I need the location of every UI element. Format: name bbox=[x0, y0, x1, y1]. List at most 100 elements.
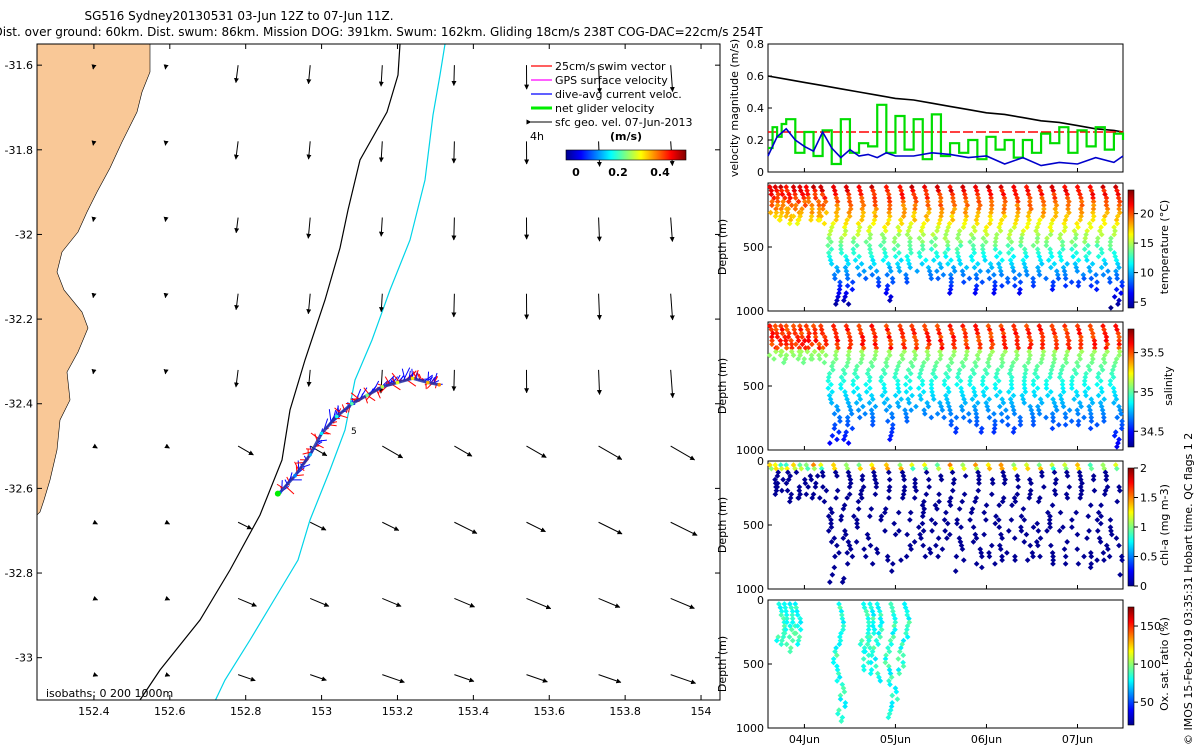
colorbar-tick-label: 1.5 bbox=[1140, 492, 1158, 505]
colorbar-tick-label: 10 bbox=[1140, 267, 1154, 280]
map-xtick-label: 153.2 bbox=[382, 705, 414, 718]
legend-scale-label: 4h bbox=[530, 130, 544, 143]
track-point bbox=[350, 402, 354, 406]
geostrophic-vector bbox=[454, 141, 455, 163]
panel-ytick-label: 1000 bbox=[736, 305, 764, 318]
panel-ytick-label: 0 bbox=[757, 166, 764, 179]
colorbar-tick-label: 1 bbox=[1140, 521, 1147, 534]
geostrophic-vector bbox=[165, 141, 166, 145]
geostrophic-vector bbox=[165, 370, 166, 374]
chart-subtitle: Dist. over ground: 60km. Dist. swum: 86k… bbox=[0, 25, 763, 39]
oxygen-panel: Depth (m) Ox. sat. ratio (%) bbox=[716, 600, 1171, 728]
track-point bbox=[437, 383, 441, 387]
panel-ytick-label: 1000 bbox=[736, 722, 764, 735]
track-point bbox=[320, 432, 324, 436]
colorbar-tick-label: 35 bbox=[1140, 386, 1154, 399]
map-ytick-label: -32.4 bbox=[5, 398, 33, 411]
panel-ytick-label: 0.2 bbox=[747, 134, 765, 147]
map-ytick-label: -32 bbox=[15, 228, 33, 241]
legend-item-net: net glider velocity bbox=[555, 102, 655, 115]
legend-item-swim: 25cm/s swim vector bbox=[555, 60, 666, 73]
temperature-colorbar bbox=[1128, 190, 1134, 308]
velocity-ylabel: velocity magnitude (m/s) bbox=[728, 39, 741, 177]
chart-title: SG516 Sydney20130531 03-Jun 12Z to 07-Ju… bbox=[84, 9, 393, 23]
map-xtick-label: 153.6 bbox=[534, 705, 566, 718]
time-xtick-label: 04Jun bbox=[789, 733, 820, 746]
time-xtick-label: 05Jun bbox=[880, 733, 911, 746]
track-point bbox=[293, 474, 297, 478]
map-xtick-label: 153.4 bbox=[458, 705, 490, 718]
colorbar-tick-label: 50 bbox=[1140, 696, 1154, 709]
panel-ytick-label: 0.8 bbox=[747, 38, 765, 51]
panel-ytick-label: 0.6 bbox=[747, 70, 765, 83]
panel-ytick-label: 0.4 bbox=[747, 102, 765, 115]
map-xtick-label: 153 bbox=[311, 705, 332, 718]
panel-ytick-label: 500 bbox=[743, 380, 764, 393]
panel-ytick-label: 0 bbox=[757, 594, 764, 607]
legend-colorbar-unit: (m/s) bbox=[610, 130, 642, 143]
track-start-marker bbox=[275, 491, 281, 497]
legend-colorbar-tick-02: 0.2 bbox=[608, 166, 628, 179]
map-xtick-label: 152.6 bbox=[154, 705, 186, 718]
track-annotation: 5 bbox=[351, 427, 357, 437]
track-point bbox=[411, 377, 415, 381]
panel-ytick-label: 500 bbox=[743, 241, 764, 254]
colorbar-tick-label: 0 bbox=[1140, 580, 1147, 593]
geostrophic-vector bbox=[165, 218, 166, 222]
chla-colorbar-label: chl-a (mg m-3) bbox=[1158, 484, 1171, 566]
map-xtick-label: 153.8 bbox=[609, 705, 641, 718]
legend-item-gps: GPS surface velocity bbox=[555, 74, 668, 87]
time-xtick-label: 07Jun bbox=[1062, 733, 1093, 746]
map-ytick-label: -31.8 bbox=[5, 144, 33, 157]
salinity-colorbar bbox=[1128, 329, 1134, 447]
chla-colorbar bbox=[1128, 468, 1134, 586]
map-xtick-label: 152.4 bbox=[78, 705, 110, 718]
geostrophic-vector bbox=[454, 65, 455, 85]
legend-colorbar-tick-04: 0.4 bbox=[650, 166, 670, 179]
chla-ylabel: Depth (m) bbox=[716, 497, 729, 553]
colorbar-tick-label: 34.5 bbox=[1140, 425, 1165, 438]
legend-colorbar-tick-0: 0 bbox=[572, 166, 580, 179]
salinity-ylabel: Depth (m) bbox=[716, 358, 729, 414]
colorbar-tick-label: 2 bbox=[1140, 462, 1147, 475]
track-point bbox=[335, 415, 339, 419]
map-ytick-label: -32.6 bbox=[5, 482, 33, 495]
oxygen-frame bbox=[768, 600, 1123, 728]
legend-item-dac: dive-avg current veloc. bbox=[555, 88, 682, 101]
track-point bbox=[365, 393, 369, 397]
legend-colorbar bbox=[566, 150, 686, 160]
panel-ytick-label: 500 bbox=[743, 658, 764, 671]
time-series-panels: velocity magnitude (m/s) Depth (m) tempe… bbox=[716, 38, 1175, 746]
track-point bbox=[308, 453, 312, 457]
geostrophic-vector bbox=[454, 370, 455, 391]
salinity-panel: Depth (m) salinity bbox=[716, 322, 1175, 450]
temperature-panel: Depth (m) temperature (°C) bbox=[716, 183, 1171, 311]
colorbar-tick-label: 100 bbox=[1140, 658, 1161, 671]
chla-frame bbox=[768, 461, 1123, 589]
temperature-ylabel: Depth (m) bbox=[716, 219, 729, 275]
chla-panel: Depth (m) chl-a (mg m-3) bbox=[716, 461, 1171, 589]
track-point bbox=[396, 381, 400, 385]
track-point bbox=[426, 381, 430, 385]
geostrophic-vector bbox=[454, 218, 455, 240]
geostrophic-vector bbox=[165, 65, 166, 69]
colorbar-tick-label: 0.5 bbox=[1140, 551, 1158, 564]
time-xtick-label: 06Jun bbox=[971, 733, 1002, 746]
geostrophic-vector bbox=[165, 294, 166, 298]
salinity-colorbar-label: salinity bbox=[1162, 366, 1175, 406]
oxygen-colorbar bbox=[1128, 607, 1134, 725]
track-point bbox=[380, 385, 384, 389]
isobath-label: isobaths: 0 200 1000m bbox=[46, 687, 173, 700]
oxygen-ylabel: Depth (m) bbox=[716, 636, 729, 692]
map-ytick-label: -32.8 bbox=[5, 567, 33, 580]
map-ytick-label: -33 bbox=[15, 652, 33, 665]
map-xtick-label: 154 bbox=[691, 705, 712, 718]
legend-item-sfc: sfc geo. vel. 07-Jun-2013 bbox=[555, 116, 692, 129]
colorbar-tick-label: 35.5 bbox=[1140, 347, 1165, 360]
footer-credit: © IMOS 15-Feb-2019 03:35:31 Hobart time.… bbox=[1182, 433, 1195, 745]
velocity-panel: velocity magnitude (m/s) bbox=[728, 39, 1123, 177]
map-ytick-label: -31.6 bbox=[5, 59, 33, 72]
colorbar-tick-label: 15 bbox=[1140, 237, 1154, 250]
